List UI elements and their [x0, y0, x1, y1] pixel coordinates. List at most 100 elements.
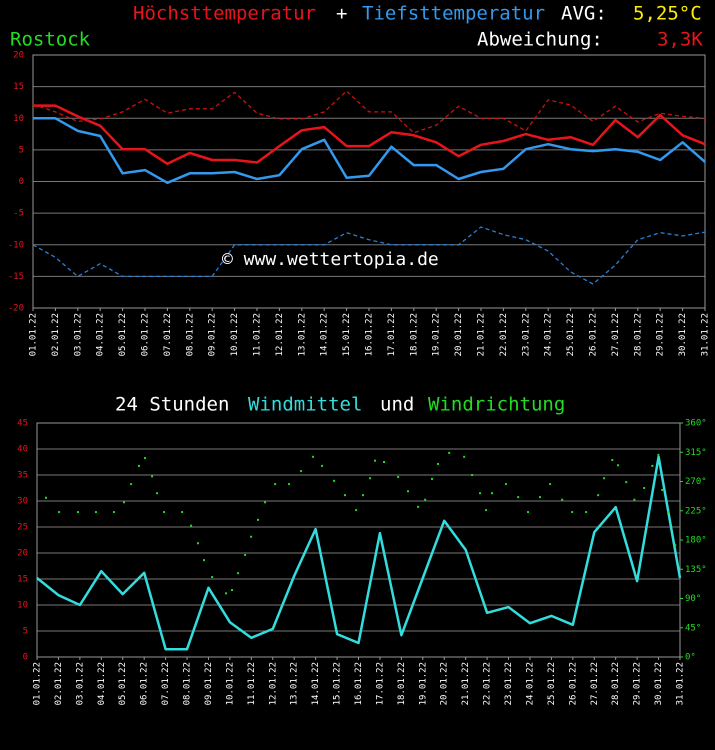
y-tick-label: -10: [8, 240, 24, 250]
y-tick-label: 40: [17, 445, 28, 455]
y-tick-label: 15: [13, 82, 24, 92]
direction-dot: [571, 511, 574, 514]
x-tick-label: 31.01.22: [676, 662, 686, 705]
x-tick-label: 22.01.22: [483, 662, 493, 705]
x-tick-label: 06.01.22: [140, 662, 150, 705]
direction-dot: [355, 509, 358, 512]
direction-dot: [643, 487, 646, 489]
direction-dot: [288, 483, 291, 486]
direction-dot: [343, 494, 346, 497]
x-tick-label: 20.01.22: [454, 313, 464, 356]
title-wind-speed: Windmittel: [248, 394, 362, 416]
x-tick-label: 04.01.22: [96, 313, 106, 356]
y-tick-label: 35: [17, 471, 28, 481]
direction-dot: [274, 483, 277, 486]
y-tick-label: 0: [23, 653, 28, 663]
x-tick-label: 09.01.22: [204, 662, 214, 705]
direction-dot: [383, 461, 386, 463]
y-tick-label: 25: [17, 523, 28, 533]
title-min: Tiefsttemperatur: [362, 3, 545, 25]
direction-dot: [264, 501, 267, 504]
direction-dot: [603, 477, 606, 480]
x-tick-label: 29.01.22: [656, 313, 666, 356]
direction-dot: [424, 498, 427, 501]
direction-dot: [225, 592, 228, 595]
x-tick-label: 09.01.22: [208, 313, 218, 356]
x-tick-label: 25.01.22: [566, 313, 576, 356]
x-tick-label: 19.01.22: [418, 662, 428, 705]
x-tick-label: 20.01.22: [440, 662, 450, 705]
x-tick-label: 25.01.22: [547, 662, 557, 705]
direction-dot: [625, 481, 628, 484]
y-tick-label: 5: [19, 145, 24, 155]
direction-dot: [138, 464, 141, 467]
x-tick-label: 12.01.22: [275, 313, 285, 356]
x-tick-label: 17.01.22: [375, 662, 385, 705]
direction-dot: [362, 494, 365, 497]
deviation-value: 3,3K: [657, 29, 703, 51]
x-tick-label: 04.01.22: [97, 662, 107, 705]
x-tick-label: 14.01.22: [320, 313, 330, 356]
x-tick-label: 08.01.22: [185, 313, 195, 356]
y2-tick-label: 360°: [685, 419, 707, 429]
x-tick-label: 03.01.22: [73, 313, 83, 356]
direction-dot: [479, 492, 482, 495]
direction-dot: [256, 518, 259, 521]
direction-dot: [651, 464, 654, 467]
y2-tick-label: 0°: [685, 653, 696, 663]
direction-dot: [417, 505, 420, 508]
title-wind-direction: Windrichtung: [428, 394, 565, 416]
direction-dot: [448, 451, 451, 454]
direction-dot: [633, 498, 636, 501]
direction-dot: [250, 535, 253, 538]
x-tick-label: 10.01.22: [230, 313, 240, 356]
x-tick-label: 29.01.22: [633, 662, 643, 705]
y-tick-label: 10: [17, 601, 28, 611]
x-tick-label: 23.01.22: [504, 662, 514, 705]
deviation-label: Abweichung:: [477, 29, 603, 51]
direction-dot: [407, 490, 410, 493]
x-tick-label: 22.01.22: [499, 313, 509, 356]
x-tick-label: 30.01.22: [678, 313, 688, 356]
x-tick-label: 10.01.22: [225, 662, 235, 705]
x-tick-label: 16.01.22: [354, 662, 364, 705]
avg-label: AVG:: [561, 3, 607, 25]
direction-dot: [485, 509, 488, 512]
direction-dot: [244, 553, 247, 556]
direction-dot: [585, 511, 588, 514]
x-tick-label: 31.01.22: [701, 313, 711, 356]
x-tick-label: 12.01.22: [268, 662, 278, 705]
y2-tick-label: 225°: [685, 506, 707, 516]
x-tick-label: 19.01.22: [432, 313, 442, 356]
direction-dot: [321, 464, 324, 467]
x-tick-label: 02.01.22: [54, 662, 64, 705]
direction-dot: [112, 511, 115, 514]
x-tick-label: 27.01.22: [611, 313, 621, 356]
x-tick-label: 24.01.22: [544, 313, 554, 356]
direction-dot: [144, 457, 147, 460]
direction-dot: [58, 511, 61, 514]
x-tick-label: 01.01.22: [33, 662, 43, 705]
y-tick-label: 30: [17, 497, 28, 507]
direction-dot: [333, 479, 336, 482]
series-line: [32, 226, 706, 285]
direction-dot: [527, 511, 530, 514]
direction-dot: [471, 474, 474, 476]
direction-dot: [312, 455, 315, 458]
direction-dot: [237, 572, 240, 575]
direction-dot: [517, 496, 520, 499]
y-tick-label: 45: [17, 419, 28, 429]
plot-frame: [36, 422, 681, 658]
x-tick-label: 07.01.22: [163, 313, 173, 356]
x-tick-label: 06.01.22: [141, 313, 151, 356]
direction-dot: [549, 483, 552, 486]
y-tick-label: 0: [19, 177, 24, 187]
x-tick-label: 14.01.22: [311, 662, 321, 705]
direction-dot: [300, 470, 303, 473]
location: Rostock: [10, 29, 91, 51]
direction-dot: [674, 544, 677, 547]
direction-dot: [463, 455, 466, 458]
direction-dot: [561, 498, 564, 501]
y-tick-label: -5: [13, 209, 24, 219]
